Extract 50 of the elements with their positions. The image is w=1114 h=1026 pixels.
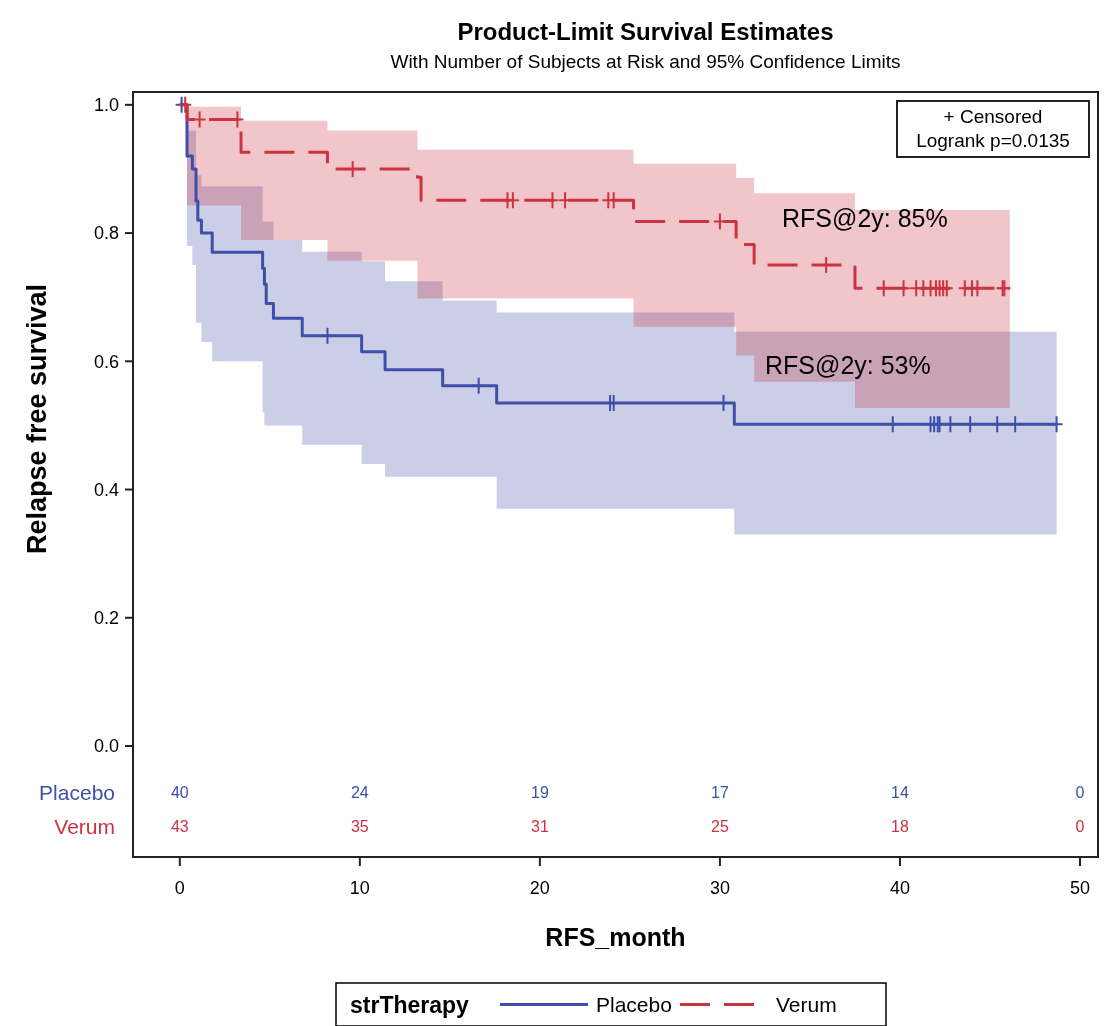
- y-tick-label: 0.6: [93, 351, 119, 372]
- y-tick-label: 0.0: [93, 736, 119, 757]
- point: [471, 376, 486, 395]
- x-tick-label: 0: [174, 878, 185, 898]
- annotation: + Censored: [943, 105, 1043, 127]
- point: [545, 191, 560, 210]
- data-label: 0: [1075, 784, 1085, 802]
- y-tick-label: Placebo: [39, 781, 115, 805]
- x-tick-label: 40: [889, 878, 910, 898]
- x-tick-label: 20: [529, 878, 550, 898]
- annotation: RFS@2y: 53%: [765, 350, 931, 379]
- annotation: RFS@2y: 85%: [782, 203, 948, 232]
- data-label: 43: [170, 817, 189, 835]
- point: [990, 415, 1005, 434]
- point: [1049, 415, 1064, 434]
- data-label: 40: [170, 784, 189, 802]
- point: [1008, 415, 1023, 434]
- x-tick-label: 30: [709, 878, 730, 898]
- data-label: 19: [530, 784, 549, 802]
- data-label: 25: [711, 817, 729, 835]
- data-label: 24: [350, 784, 369, 802]
- data-label: 35: [350, 817, 369, 835]
- y-tick-label: 1.0: [93, 95, 119, 116]
- legend-title: strTherapy: [350, 991, 470, 1018]
- x-tick-label: 50: [1069, 878, 1091, 898]
- y-axis-title: Relapse free survival: [22, 283, 52, 555]
- point: [320, 326, 335, 345]
- point: [943, 415, 958, 434]
- point: [178, 95, 193, 114]
- y-tick-label: 0.8: [93, 223, 119, 244]
- annotation: Logrank p=0.0135: [916, 129, 1070, 151]
- y-tick-label: Verum: [54, 814, 115, 838]
- x-tick-label: 10: [349, 878, 370, 898]
- data-label: 31: [530, 817, 549, 835]
- chart-title: Product-Limit Survival Estimates: [457, 18, 834, 45]
- data-label: 18: [891, 817, 909, 835]
- data-label: 17: [711, 784, 729, 802]
- legend-label: Placebo: [596, 992, 672, 1016]
- point: [558, 191, 573, 210]
- legend-label: Verum: [776, 992, 837, 1016]
- point: [876, 279, 891, 298]
- point: [896, 279, 911, 298]
- data-label: 0: [1075, 817, 1085, 835]
- y-tick-label: 0.2: [93, 608, 119, 629]
- point: [963, 415, 978, 434]
- data-label: 14: [891, 784, 909, 802]
- point: [885, 415, 900, 434]
- x-axis-title: RFS_month: [545, 923, 686, 951]
- chart-subtitle: With Number of Subjects at Risk and 95% Confidence Limits: [390, 51, 901, 72]
- y-tick-label: 0.4: [93, 479, 119, 500]
